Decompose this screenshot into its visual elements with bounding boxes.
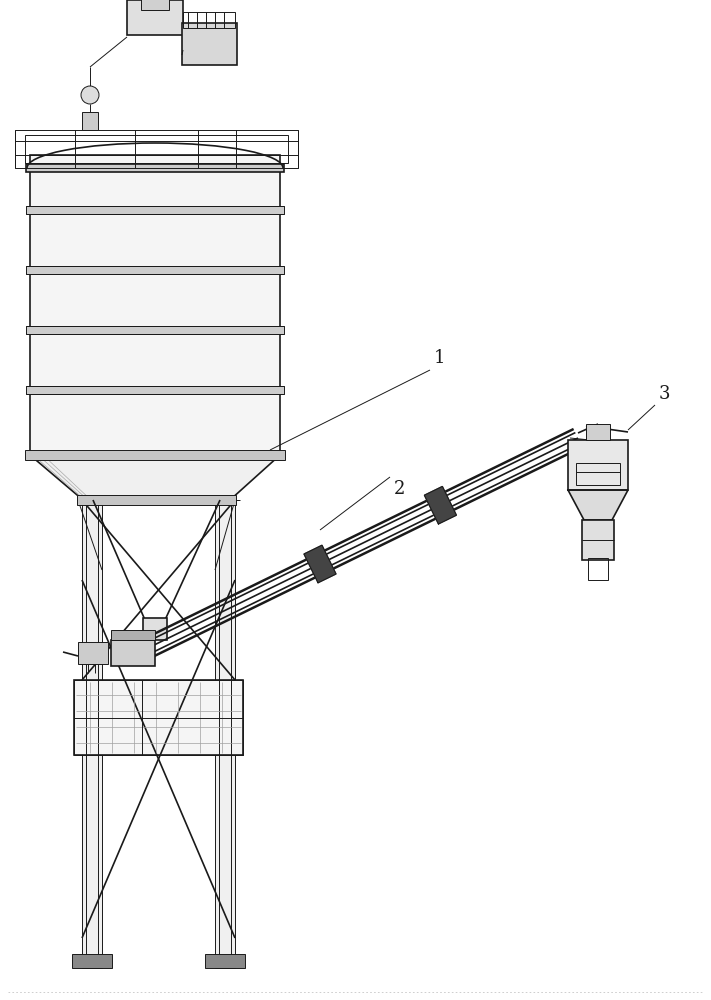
Bar xyxy=(77,495,236,505)
Bar xyxy=(72,954,112,968)
Bar xyxy=(143,618,167,640)
Polygon shape xyxy=(424,486,456,524)
Bar xyxy=(215,500,235,968)
Bar xyxy=(183,12,235,28)
Bar xyxy=(82,112,98,130)
Bar xyxy=(582,520,614,560)
Bar xyxy=(26,164,284,172)
Bar xyxy=(30,155,280,455)
Bar xyxy=(576,463,620,485)
Bar xyxy=(74,680,243,755)
Bar xyxy=(182,23,237,65)
Bar xyxy=(26,386,284,394)
Text: 1: 1 xyxy=(434,349,446,367)
Bar xyxy=(26,326,284,334)
Polygon shape xyxy=(568,490,628,520)
Bar xyxy=(141,0,169,10)
Bar xyxy=(82,500,102,968)
Bar xyxy=(25,450,285,460)
Bar xyxy=(111,640,155,666)
Bar xyxy=(588,558,608,580)
Bar xyxy=(74,680,243,755)
Text: 2: 2 xyxy=(394,480,405,498)
Bar xyxy=(568,440,628,490)
Bar xyxy=(78,642,108,664)
Bar xyxy=(111,630,155,640)
Circle shape xyxy=(81,86,99,104)
Bar xyxy=(205,954,245,968)
Polygon shape xyxy=(304,545,336,583)
Bar xyxy=(127,0,183,35)
Bar xyxy=(26,206,284,214)
Bar xyxy=(26,266,284,274)
Bar xyxy=(25,135,288,163)
Bar xyxy=(15,130,298,168)
Polygon shape xyxy=(30,455,280,500)
Text: 3: 3 xyxy=(659,385,670,403)
Bar xyxy=(586,424,610,440)
